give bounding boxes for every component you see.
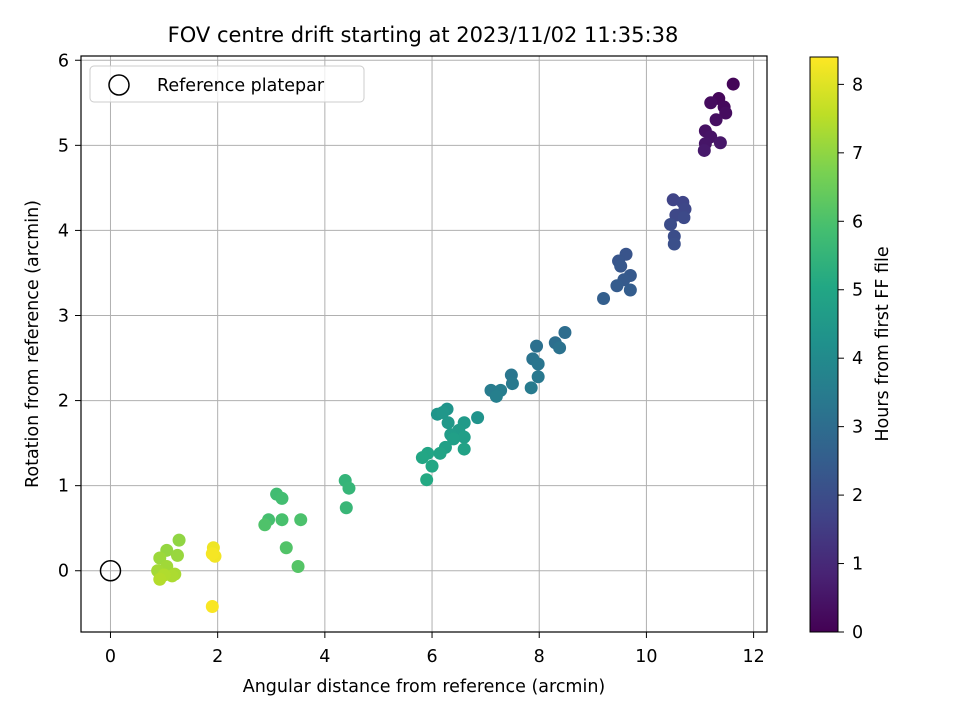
scatter-point: [505, 377, 519, 391]
scatter-point: [531, 370, 545, 384]
scatter-point: [610, 279, 624, 293]
x-tick-label: 0: [105, 647, 116, 667]
scatter-point: [709, 113, 723, 127]
x-tick-label: 12: [742, 647, 764, 667]
scatter-point: [726, 77, 740, 91]
y-tick-label: 2: [58, 392, 69, 412]
scatter-point: [205, 599, 219, 613]
colorbar-tick-label: 8: [852, 75, 863, 95]
scatter-point: [294, 513, 308, 527]
colorbar-tick-label: 6: [852, 212, 863, 232]
plot-frame: [80, 55, 768, 633]
legend-box: [89, 65, 365, 103]
scatter-point: [279, 541, 293, 555]
legend-entry-reference-platepar: Reference platepar: [157, 76, 325, 96]
y-tick-label: 6: [58, 51, 69, 71]
scatter-point: [446, 432, 460, 446]
chart-title: FOV centre drift starting at 2023/11/02 …: [168, 23, 679, 47]
colorbar: [809, 56, 839, 633]
scatter-point: [170, 548, 184, 562]
scatter-point: [471, 411, 485, 425]
scatter-point: [697, 143, 711, 157]
scatter-point: [667, 237, 681, 251]
colorbar-label: Hours from first FF file: [873, 246, 893, 441]
scatter-point: [677, 211, 691, 225]
y-tick-label: 3: [58, 306, 69, 326]
scatter-point: [433, 446, 447, 460]
y-tick-label: 0: [58, 562, 69, 582]
colorbar-tick-label: 3: [852, 418, 863, 438]
reference-platepar-marker: [99, 559, 122, 582]
scatter-point: [531, 357, 545, 371]
scatter-point: [258, 518, 272, 532]
scatter-point: [205, 547, 219, 561]
y-tick-label: 5: [58, 136, 69, 156]
scatter-point: [425, 459, 439, 473]
colorbar-tick-label: 0: [852, 623, 863, 643]
scatter-point: [172, 533, 186, 547]
y-tick-label: 4: [58, 221, 69, 241]
reference-marker-group: [99, 559, 122, 582]
scatter-point: [436, 405, 450, 419]
scatter-point: [623, 283, 637, 297]
scatter-point: [524, 381, 538, 395]
scatter-point: [614, 259, 628, 273]
x-tick-label: 2: [212, 647, 223, 667]
scatter-point: [489, 389, 503, 403]
x-tick-label: 8: [534, 647, 545, 667]
colorbar-tick-label: 2: [852, 486, 863, 506]
x-axis-ticks: 0 2 4 6 8 10 12: [105, 632, 765, 667]
scatter-point: [553, 341, 567, 355]
legend-marker-open-circle: [108, 74, 130, 96]
colorbar-tick-label: 5: [852, 281, 863, 301]
scatter-point: [291, 559, 305, 573]
grid-lines: [81, 56, 767, 632]
colorbar-tick-label: 4: [852, 349, 863, 369]
scatter-point: [558, 326, 572, 340]
x-axis-label: Angular distance from reference (arcmin): [243, 677, 606, 697]
x-tick-label: 10: [635, 647, 657, 667]
y-axis-label: Rotation from reference (arcmin): [23, 200, 43, 488]
x-tick-label: 4: [319, 647, 330, 667]
scatter-point: [704, 96, 718, 110]
scatter-point: [713, 136, 727, 150]
colorbar-tick-label: 1: [852, 555, 863, 575]
y-tick-label: 1: [58, 477, 69, 497]
scatter-point: [457, 430, 471, 444]
legend: Reference platepar: [89, 65, 365, 103]
scatter-point: [153, 572, 167, 586]
data-points: [151, 77, 740, 613]
y-axis-ticks: 0 1 2 3 4 5 6: [58, 51, 81, 582]
scatter-point: [342, 481, 356, 495]
scatter-point: [415, 451, 429, 465]
scatter-point: [719, 106, 733, 120]
scatter-point: [457, 442, 471, 456]
scatter-point: [339, 501, 353, 515]
scatter-point: [275, 491, 289, 505]
scatter-point: [275, 513, 289, 527]
x-tick-label: 6: [426, 647, 437, 667]
scatter-point: [441, 416, 455, 430]
scatter-point: [597, 291, 611, 305]
scatter-point: [530, 339, 544, 353]
colorbar-tick-label: 7: [852, 144, 863, 164]
colorbar-ticks: 0 1 2 3 4 5 6 7 8: [838, 75, 863, 643]
scatter-point: [664, 217, 678, 231]
scatter-point: [420, 473, 434, 487]
